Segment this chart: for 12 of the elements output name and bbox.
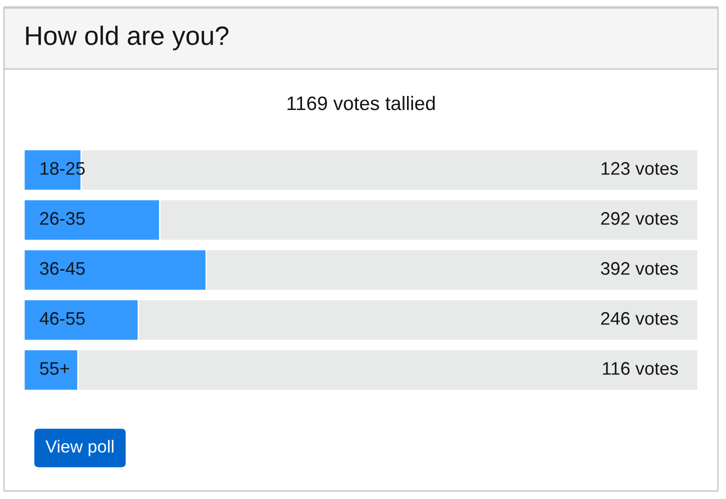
data-label: 246 votes — [601, 312, 678, 325]
data-label: 116 votes — [602, 362, 678, 375]
text: View poll — [45, 440, 114, 456]
chart-title: How old are you? — [26, 26, 228, 50]
y-tick-label: 46-55 — [40, 312, 85, 325]
y-tick-label: 26-35 — [40, 212, 85, 225]
y-tick-label: 55+ — [40, 362, 70, 375]
data-label: 292 votes — [601, 212, 678, 225]
y-tick-label: 36-45 — [40, 262, 85, 275]
chart-subtitle: 1169 votes tallied — [288, 96, 435, 110]
data-label: 123 votes — [602, 162, 678, 175]
data-label: 392 votes — [600, 262, 678, 275]
